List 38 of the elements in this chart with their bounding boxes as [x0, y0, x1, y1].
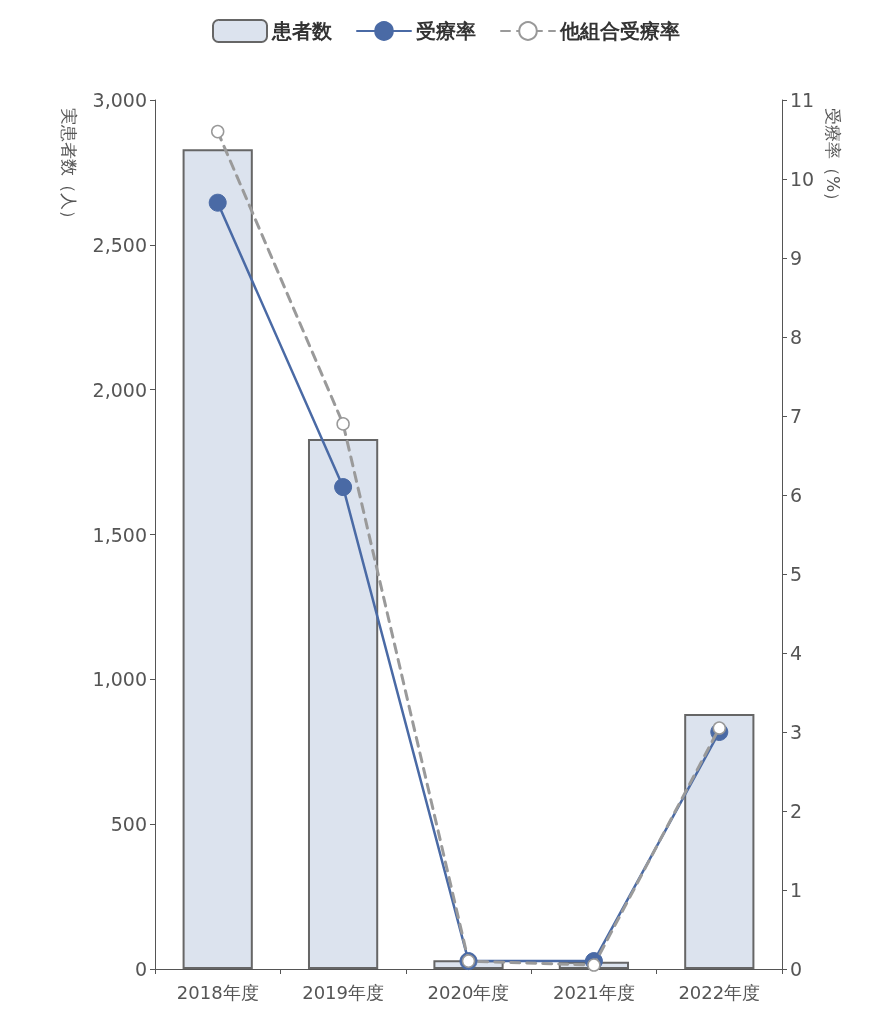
y2-tick-label: 2 [790, 800, 803, 822]
y-tick-label: 1,000 [92, 668, 147, 691]
legend-label: 他組合受療率 [559, 19, 680, 43]
y2-tick-label: 4 [790, 642, 803, 664]
y2-tick-label: 5 [790, 563, 803, 585]
bar [182, 149, 253, 969]
y2-tick-label: 1 [790, 879, 803, 901]
legend-label: 患者数 [271, 19, 333, 43]
y2-axis-title: 受療率（%） [822, 108, 843, 210]
x-tick-label: 2019年度 [302, 981, 385, 1003]
x-tick-label: 2018年度 [176, 981, 259, 1003]
y2-tick-label: 10 [790, 168, 815, 190]
y2-tick-label: 0 [790, 958, 803, 980]
point [334, 478, 353, 497]
point [208, 193, 227, 212]
y-tick-label: 1,500 [92, 523, 147, 546]
y2-tick-label: 11 [790, 89, 815, 111]
point [336, 417, 350, 431]
point [712, 721, 727, 735]
bar [684, 714, 755, 969]
y-tick-label: 3,000 [92, 89, 147, 111]
point [587, 958, 601, 972]
legend-label: 受療率 [416, 19, 476, 43]
y-tick-label: 500 [110, 813, 147, 836]
x-tick-label: 2020年度 [427, 981, 510, 1003]
bar [307, 438, 379, 969]
y-axis-title: 実患者数（人） [58, 108, 79, 227]
y-tick-label: 0 [134, 958, 147, 980]
y2-tick-label: 9 [790, 247, 803, 269]
y-tick-label: 2,000 [92, 378, 147, 401]
y2-tick-label: 6 [790, 484, 803, 506]
y2-tick-label: 7 [790, 405, 803, 427]
y-tick-label: 2,500 [92, 233, 147, 256]
y2-tick-label: 8 [790, 326, 803, 348]
x-tick-label: 2022年度 [678, 981, 761, 1003]
point [210, 124, 225, 139]
y2-tick-label: 3 [790, 721, 803, 743]
x-tick-label: 2021年度 [552, 981, 635, 1003]
